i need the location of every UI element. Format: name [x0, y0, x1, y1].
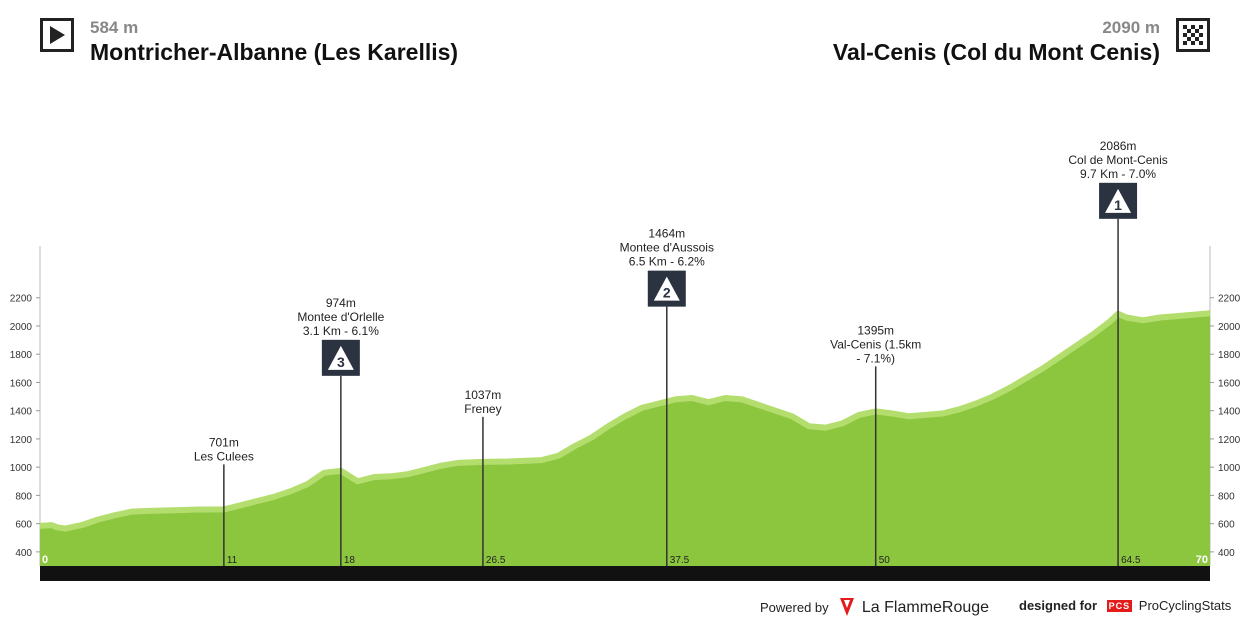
- left-tick-label: 600: [15, 520, 32, 531]
- marker-altitude-label: 1395m: [857, 323, 894, 337]
- flamme-rouge-brand: La FlammeRouge: [861, 599, 990, 616]
- play-icon: [40, 18, 74, 52]
- category-number: 2: [663, 285, 671, 301]
- distance-baseline: [40, 566, 1210, 581]
- left-tick-label: 1800: [10, 350, 33, 361]
- profile-area: [40, 313, 1210, 566]
- start-km-label: 0: [42, 554, 48, 566]
- right-tick-label: 2000: [1218, 322, 1241, 333]
- marker-km-label: 37.5: [670, 555, 690, 566]
- marker-name-label: - 7.1%): [856, 351, 895, 365]
- left-tick-label: 400: [15, 548, 32, 559]
- right-tick-label: 1000: [1218, 463, 1241, 474]
- marker-km-label: 50: [879, 555, 891, 566]
- marker-km-label: 26.5: [486, 555, 506, 566]
- end-km-label: 70: [1196, 554, 1208, 566]
- finish-altitude: 2090 m: [1102, 18, 1160, 37]
- marker-altitude-label: 974m: [326, 296, 356, 310]
- left-tick-label: 1400: [10, 407, 33, 418]
- left-tick-label: 800: [15, 491, 32, 502]
- left-tick-label: 1000: [10, 463, 33, 474]
- checkered-flag-icon: [1176, 18, 1210, 52]
- marker-altitude-label: 1037m: [465, 388, 502, 402]
- marker-name-label: Val-Cenis (1.5km: [830, 337, 921, 351]
- designed-for-credit: designed for PCS ProCyclingStats: [1019, 598, 1231, 613]
- right-tick-label: 2200: [1218, 294, 1241, 305]
- pcs-brand: ProCyclingStats: [1138, 598, 1232, 613]
- marker-altitude-label: 701m: [209, 435, 239, 449]
- right-tick-label: 1200: [1218, 435, 1241, 446]
- category-triangle-icon: [653, 276, 680, 301]
- powered-by-credit: Powered by La FlammeRouge: [760, 598, 989, 617]
- left-tick-label: 1200: [10, 435, 33, 446]
- marker-name-label: Montee d'Aussois: [620, 241, 714, 255]
- category-number: 3: [337, 354, 345, 370]
- right-tick-label: 800: [1218, 491, 1235, 502]
- flamme-rouge-logo-icon: [840, 598, 855, 616]
- left-tick-label: 1600: [10, 378, 33, 389]
- right-tick-label: 1600: [1218, 378, 1241, 389]
- marker-name-label: Montee d'Orlelle: [297, 310, 384, 324]
- right-tick-label: 400: [1218, 548, 1235, 559]
- marker-name-label: Col de Mont-Cenis: [1068, 153, 1167, 167]
- start-altitude: 584 m: [90, 18, 139, 37]
- left-tick-label: 2000: [10, 322, 33, 333]
- marker-km-label: 11: [227, 555, 238, 566]
- marker-name-label: Freney: [464, 402, 501, 416]
- start-town: Montricher-Albanne (Les Karellis): [90, 39, 459, 65]
- left-tick-label: 2200: [10, 294, 33, 305]
- profile-edge: [39, 310, 1211, 532]
- marker-altitude-label: 1464m: [648, 227, 685, 241]
- marker-name-label: 9.7 Km - 7.0%: [1080, 167, 1156, 181]
- marker-name-label: Les Culees: [194, 449, 254, 463]
- category-number: 1: [1114, 197, 1122, 213]
- marker-km-label: 18: [344, 555, 356, 566]
- finish-town: Val-Cenis (Col du Mont Cenis): [832, 39, 1160, 65]
- right-tick-label: 1800: [1218, 350, 1241, 361]
- designed-for-text: designed for: [1019, 598, 1098, 613]
- marker-km-label: 64.5: [1121, 555, 1141, 566]
- powered-by-text: Powered by: [760, 600, 829, 615]
- category-triangle-icon: [327, 345, 354, 370]
- marker-name-label: 6.5 Km - 6.2%: [629, 255, 705, 269]
- marker-name-label: 3.1 Km - 6.1%: [303, 324, 379, 338]
- category-triangle-icon: [1105, 188, 1132, 213]
- right-tick-label: 1400: [1218, 407, 1241, 418]
- pcs-logo-icon: PCS: [1106, 600, 1133, 612]
- right-tick-label: 600: [1218, 520, 1235, 531]
- marker-altitude-label: 2086m: [1100, 139, 1137, 153]
